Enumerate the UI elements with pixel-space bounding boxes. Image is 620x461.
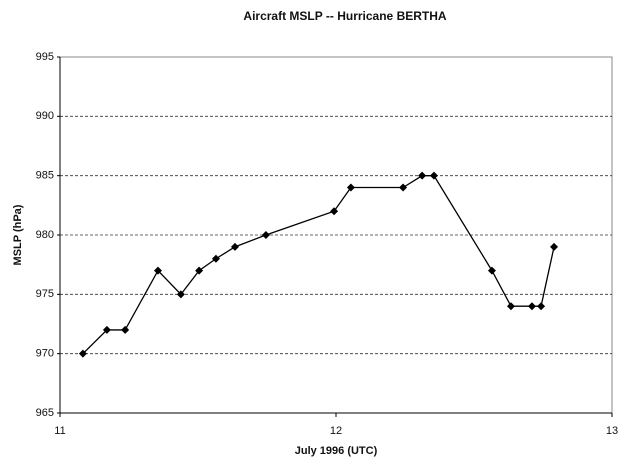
data-point: [429, 171, 438, 180]
y-tick-label: 990: [36, 110, 54, 122]
data-point: [346, 183, 355, 192]
data-point: [153, 266, 162, 275]
y-tick-label: 980: [36, 229, 54, 241]
data-point: [102, 325, 111, 334]
data-point: [211, 254, 220, 263]
y-tick-label: 985: [36, 170, 54, 182]
chart-title: Aircraft MSLP -- Hurricane BERTHA: [243, 9, 446, 23]
data-point: [78, 349, 87, 358]
data-point: [195, 266, 204, 275]
y-tick-label: 970: [36, 348, 54, 360]
data-point: [527, 302, 536, 311]
x-axis-label: July 1996 (UTC): [295, 445, 378, 457]
x-tick-label: 12: [330, 425, 342, 437]
data-point: [487, 266, 496, 275]
y-tick-label: 975: [36, 288, 54, 300]
data-point: [230, 242, 239, 251]
x-tick-label: 13: [606, 425, 618, 437]
y-tick-label: 965: [36, 407, 54, 419]
data-point: [121, 325, 130, 334]
data-point: [399, 183, 408, 192]
x-tick-label: 11: [54, 425, 65, 437]
data-point: [418, 171, 427, 180]
data-point: [506, 302, 515, 311]
data-point: [550, 242, 559, 251]
data-point: [537, 302, 546, 311]
y-tick-label: 995: [36, 51, 54, 63]
y-axis-label: MSLP (hPa): [12, 204, 24, 265]
data-point: [330, 207, 339, 216]
data-point: [261, 231, 270, 239]
data-point: [176, 290, 185, 299]
